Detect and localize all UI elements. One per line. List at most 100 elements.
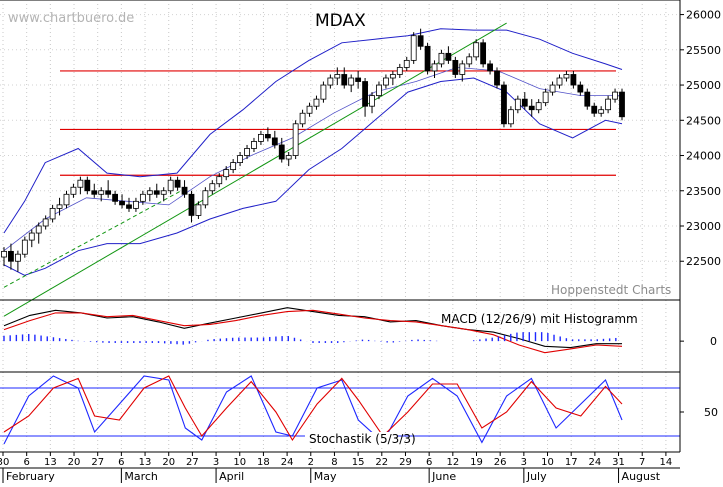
price-tick-label: 23500 [686,185,721,198]
price-tick-label: 25500 [686,44,721,57]
candle-up [473,42,480,58]
candle-up [507,109,514,125]
source-label: Hoppenstedt Charts [551,283,671,297]
candle-up [313,98,320,107]
price-tick-label: 24000 [686,150,721,163]
candle-up [146,190,153,195]
month-label: July [526,470,547,483]
candle-up [209,183,216,192]
x-tick-label: 24 [281,457,294,468]
x-tick-label: 31 [612,457,625,468]
candle-up [334,74,341,79]
x-tick-label: 12 [446,457,459,468]
x-tick-label: 20 [162,457,175,468]
candle-up [598,109,605,114]
candle-down [424,45,431,72]
candle-up [299,112,306,125]
trendline [3,190,182,288]
bollinger-upper [3,28,623,234]
candle-up [556,77,563,86]
x-tick-label: 27 [91,457,104,468]
bollinger-lower [3,77,623,276]
candle-down [181,186,188,195]
candle-up [251,141,257,149]
candle-up [396,67,403,75]
candle-up [1,250,7,258]
candle-down [105,190,112,195]
candle-down [153,190,160,195]
x-tick-label: 18 [257,457,270,468]
price-tick-label: 26000 [686,9,721,22]
candle-up [202,190,209,206]
candle-up [403,59,410,68]
trendline [3,22,507,317]
macd-line [3,309,623,354]
x-tick-label: 3 [521,457,527,468]
candle-up [431,63,438,72]
candle-down [494,70,500,86]
x-tick-label: 24 [589,457,602,468]
x-tick-label: 26 [494,457,507,468]
candle-up [133,200,139,209]
candle-up [459,63,466,75]
candle-up [28,232,35,241]
month-label: February [6,470,55,483]
macd-panel [3,307,623,354]
price-tick-label: 24500 [686,114,721,127]
x-tick-label: 29 [399,457,412,468]
candle-up [285,155,292,160]
x-tick-label: 19 [470,457,483,468]
candle-up [563,74,570,79]
candle-down [126,204,132,209]
candle-down [417,35,424,47]
x-tick-label: 6 [426,457,432,468]
candle-down [355,77,362,82]
candle-up [376,84,382,97]
candle-up [612,91,618,100]
candle-up [21,239,28,255]
x-tick-label: 27 [186,457,199,468]
macd-line [3,307,622,349]
price-panel [1,22,625,317]
candle-up [160,190,167,195]
candle-up [237,155,243,163]
candle-down [8,250,14,262]
candle-down [528,105,535,111]
candle-up [195,204,202,216]
candle-down [112,193,119,202]
candle-down [480,42,487,65]
price-tick-label: 25000 [686,79,721,92]
candle-up [14,253,21,262]
stochastic-label: Stochastik (5/3/3) [309,432,416,446]
candle-down [188,193,195,216]
x-tick-label: 10 [233,457,246,468]
candle-up [369,95,375,107]
candle-down [577,84,584,93]
x-tick-label: 6 [23,457,29,468]
candle-up [56,204,63,209]
candle-up [348,77,355,86]
candle-up [383,77,389,86]
candle-up [466,56,473,65]
candle-down [271,137,278,146]
candle-up [389,74,396,79]
x-tick-label: 22 [375,457,388,468]
candle-up [230,162,237,171]
candle-down [362,81,368,107]
stochastic-label-background [305,432,397,446]
candle-up [35,225,42,234]
macd-tick-label: 0 [710,335,717,348]
month-label: August [622,470,661,483]
x-tick-label: 17 [565,457,578,468]
candle-up [514,98,521,111]
x-tick-label: 6 [118,457,124,468]
candle-down [487,63,493,72]
candle-down [119,200,125,206]
x-tick-label: 13 [44,457,57,468]
candle-up [139,193,146,202]
candle-up [410,35,417,61]
candle-up [327,77,334,86]
candle-up [49,207,56,220]
